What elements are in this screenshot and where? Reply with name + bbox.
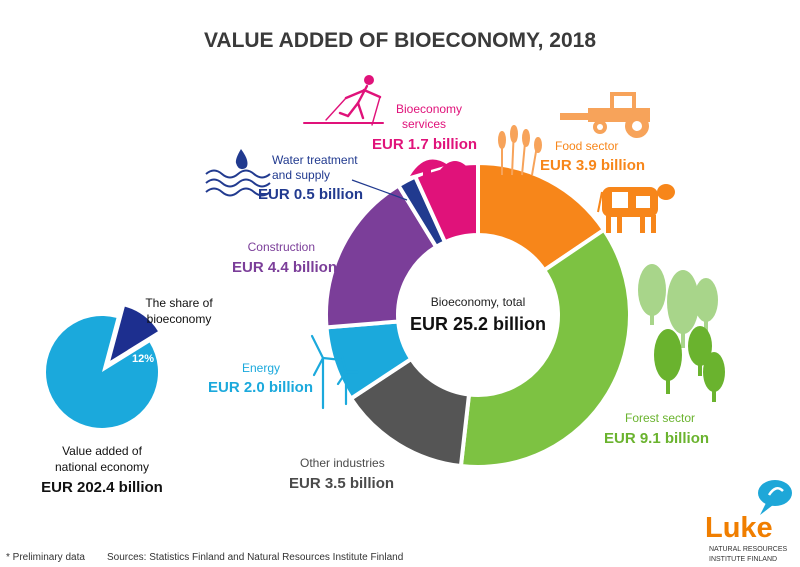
wind-turbine-icon bbox=[310, 334, 360, 410]
label-services-line1: Bioeconomy bbox=[396, 102, 462, 116]
value-energy: EUR 2.0 billion bbox=[208, 379, 313, 396]
share-percent-label: 12% bbox=[132, 353, 154, 365]
logo-sub-line1: NATURAL RESOURCES bbox=[709, 546, 788, 553]
label-energy: Energy bbox=[242, 361, 280, 375]
mushroom-icon bbox=[410, 159, 470, 187]
value-construction: EUR 4.4 billion bbox=[232, 259, 337, 276]
label-other-industries: Other industries bbox=[300, 456, 385, 470]
label-food-sector: Food sector bbox=[555, 139, 618, 153]
label-construction: Construction bbox=[248, 240, 315, 254]
luke-logo: Luke NATURAL RESOURCES INSTITUTE FINLAND bbox=[705, 480, 792, 563]
label-services-line2: services bbox=[402, 117, 446, 131]
donut-segment-construction bbox=[324, 182, 439, 330]
national-label-line2: national economy bbox=[55, 460, 149, 474]
wheat-icon bbox=[498, 125, 542, 176]
logo-name: Luke bbox=[705, 512, 773, 544]
national-label-line1: Value added of bbox=[62, 444, 143, 458]
donut-chart bbox=[324, 160, 632, 469]
label-water-line2: and supply bbox=[272, 168, 330, 182]
label-water-line1: Water treatment bbox=[272, 153, 358, 167]
value-other-industries: EUR 3.5 billion bbox=[289, 475, 394, 492]
speech-bubble-icon bbox=[758, 480, 792, 515]
cow-icon bbox=[597, 184, 675, 233]
chart-title: VALUE ADDED OF BIOECONOMY, 2018 bbox=[204, 29, 596, 52]
national-value: EUR 202.4 billion bbox=[41, 479, 163, 496]
share-pie-national bbox=[45, 316, 158, 429]
share-label-line1: The share of bbox=[145, 296, 213, 310]
share-label-line2: bioeconomy bbox=[147, 312, 212, 326]
skier-icon bbox=[303, 75, 384, 126]
share-pie: 12% bbox=[45, 306, 158, 429]
tractor-icon bbox=[560, 92, 650, 138]
waves-icon bbox=[205, 169, 271, 197]
footnote-preliminary: * Preliminary data bbox=[6, 552, 85, 563]
footnote-sources: Sources: Statistics Finland and Natural … bbox=[107, 552, 403, 563]
value-services: EUR 1.7 billion bbox=[372, 136, 477, 153]
share-pie-bioeconomy bbox=[110, 306, 158, 361]
value-forest-sector: EUR 9.1 billion bbox=[604, 430, 709, 447]
trees-icon bbox=[638, 264, 725, 402]
donut-segment-forest-sector bbox=[458, 227, 632, 469]
value-water: EUR 0.5 billion bbox=[258, 186, 363, 203]
center-total-label: Bioeconomy, total bbox=[431, 295, 526, 309]
water-leader-line bbox=[351, 179, 408, 201]
center-total-value: EUR 25.2 billion bbox=[410, 314, 546, 334]
value-food-sector: EUR 3.9 billion bbox=[540, 157, 645, 174]
logo-sub-line2: INSTITUTE FINLAND bbox=[709, 556, 777, 563]
label-forest-sector: Forest sector bbox=[625, 411, 695, 425]
water-drop-icon bbox=[235, 149, 248, 170]
